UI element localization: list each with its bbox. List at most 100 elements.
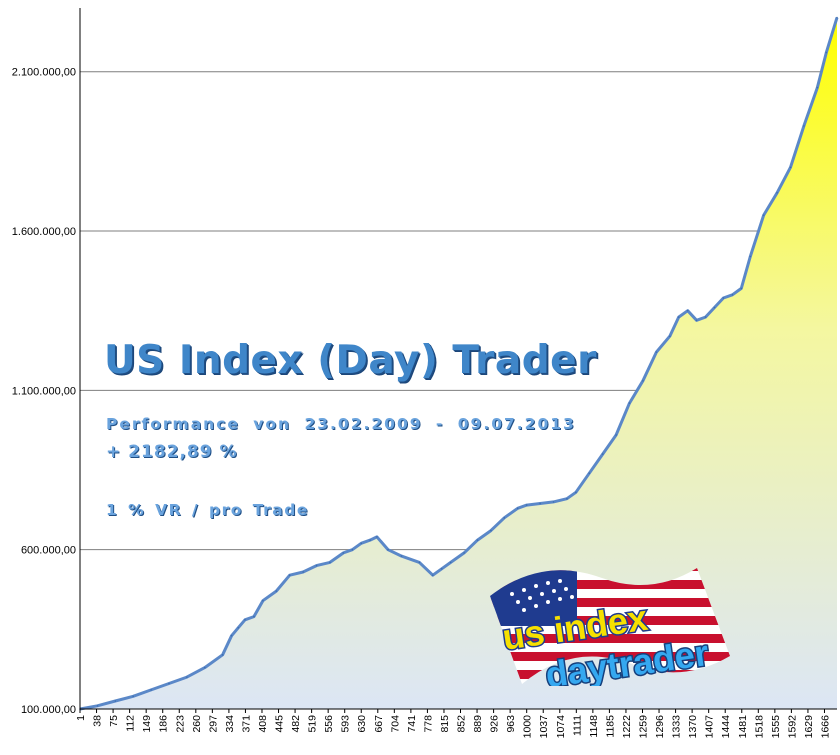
equity-point: [114, 700, 117, 702]
equity-point: [776, 192, 778, 194]
x-tick-label: 852: [456, 715, 468, 733]
x-tick-label: 1370: [687, 715, 699, 739]
equity-point: [440, 568, 443, 570]
x-tick-label: 1666: [819, 715, 831, 739]
equity-point: [825, 51, 828, 54]
x-tick-label: 1407: [704, 715, 716, 739]
x-tick-label: 186: [158, 715, 170, 733]
y-tick-label: 1.600.000,00: [12, 226, 76, 238]
equity-point: [302, 571, 304, 573]
equity-point: [168, 682, 170, 685]
equity-point: [588, 472, 591, 475]
equity-point: [244, 618, 246, 621]
equity-point: [731, 293, 734, 296]
equity-point: [722, 297, 725, 299]
equity-point: [575, 491, 577, 494]
equity-point: [539, 502, 541, 505]
x-tick-label: 482: [290, 715, 302, 733]
equity-point: [655, 351, 658, 353]
equity-point: [677, 316, 680, 318]
x-tick-label: 889: [472, 715, 484, 733]
x-tick-label: 1444: [720, 715, 732, 739]
equity-point: [275, 590, 278, 592]
equity-point: [186, 676, 188, 678]
equity-point: [342, 552, 345, 554]
equity-point: [132, 695, 135, 698]
equity-point: [503, 517, 506, 519]
equity-point: [615, 434, 617, 436]
y-tick-label: 2.100.000,00: [12, 67, 76, 79]
equity-point: [253, 615, 255, 618]
equity-point: [803, 125, 805, 127]
equity-point: [230, 634, 233, 637]
x-tick-label: 556: [323, 715, 335, 733]
x-tick-label: 408: [257, 715, 269, 733]
y-tick-label: 600.000,00: [21, 545, 76, 557]
x-tick-label: 630: [356, 715, 368, 733]
x-tick-label: 1222: [621, 715, 633, 739]
x-tick-label: 445: [274, 715, 286, 733]
x-tick-label: 1481: [737, 715, 749, 739]
equity-point: [836, 16, 838, 19]
x-tick-label: 667: [373, 715, 385, 733]
x-tick-label: 963: [505, 715, 517, 733]
equity-point: [431, 574, 434, 576]
x-tick-label: 741: [406, 715, 418, 733]
x-tick-label: 1629: [803, 715, 815, 739]
x-tick-label: 371: [240, 715, 252, 733]
equity-point: [601, 453, 604, 455]
equity-point: [704, 316, 707, 318]
x-tick-label: 926: [489, 715, 501, 733]
x-tick-label: 334: [224, 715, 236, 733]
equity-point: [351, 548, 354, 551]
x-tick-label: 1333: [671, 715, 683, 739]
equity-point: [642, 380, 644, 382]
equity-point: [376, 536, 378, 538]
x-tick-label: 704: [389, 715, 401, 733]
x-tick-label: 1000: [522, 715, 534, 739]
equity-point: [566, 497, 568, 500]
x-tick-label: 38: [92, 715, 104, 727]
equity-point: [387, 548, 389, 551]
equity-point: [329, 561, 331, 564]
equity-point: [749, 255, 752, 258]
equity-point: [762, 214, 765, 216]
equity-point: [449, 561, 452, 564]
x-tick-label: 1259: [637, 715, 649, 739]
equity-point: [668, 335, 671, 337]
x-tick-label: 1296: [654, 715, 666, 739]
x-tick-label: 1074: [555, 715, 567, 739]
equity-point: [150, 689, 152, 691]
x-tick-label: 297: [207, 715, 219, 733]
x-tick-label: 1: [75, 715, 87, 721]
x-tick-label: 778: [422, 715, 434, 733]
x-tick-label: 519: [307, 715, 319, 733]
equity-point: [713, 306, 716, 309]
equity-point: [237, 626, 240, 629]
x-tick-label: 1185: [604, 715, 616, 738]
equity-point: [476, 539, 479, 541]
equity-point: [552, 501, 555, 503]
x-tick-label: 260: [191, 715, 203, 733]
equity-point: [816, 86, 819, 89]
equity-point: [262, 599, 264, 602]
equity-point: [96, 705, 99, 707]
equity-point: [400, 555, 403, 557]
y-tick-label: 100.000,00: [21, 704, 76, 716]
equity-point: [516, 507, 519, 510]
x-tick-label: 1148: [588, 715, 600, 738]
equity-point: [221, 654, 224, 656]
equity-point: [628, 402, 631, 404]
equity-point: [740, 287, 743, 290]
equity-point: [695, 319, 698, 322]
equity-point: [369, 539, 371, 541]
x-tick-label: 1111: [571, 715, 583, 736]
equity-point: [525, 504, 528, 506]
x-tick-label: 1518: [753, 715, 765, 739]
x-tick-label: 1037: [538, 715, 550, 739]
equity-point: [203, 666, 206, 669]
x-tick-label: 815: [439, 715, 451, 733]
equity-point: [686, 309, 689, 312]
equity-point: [315, 564, 318, 567]
